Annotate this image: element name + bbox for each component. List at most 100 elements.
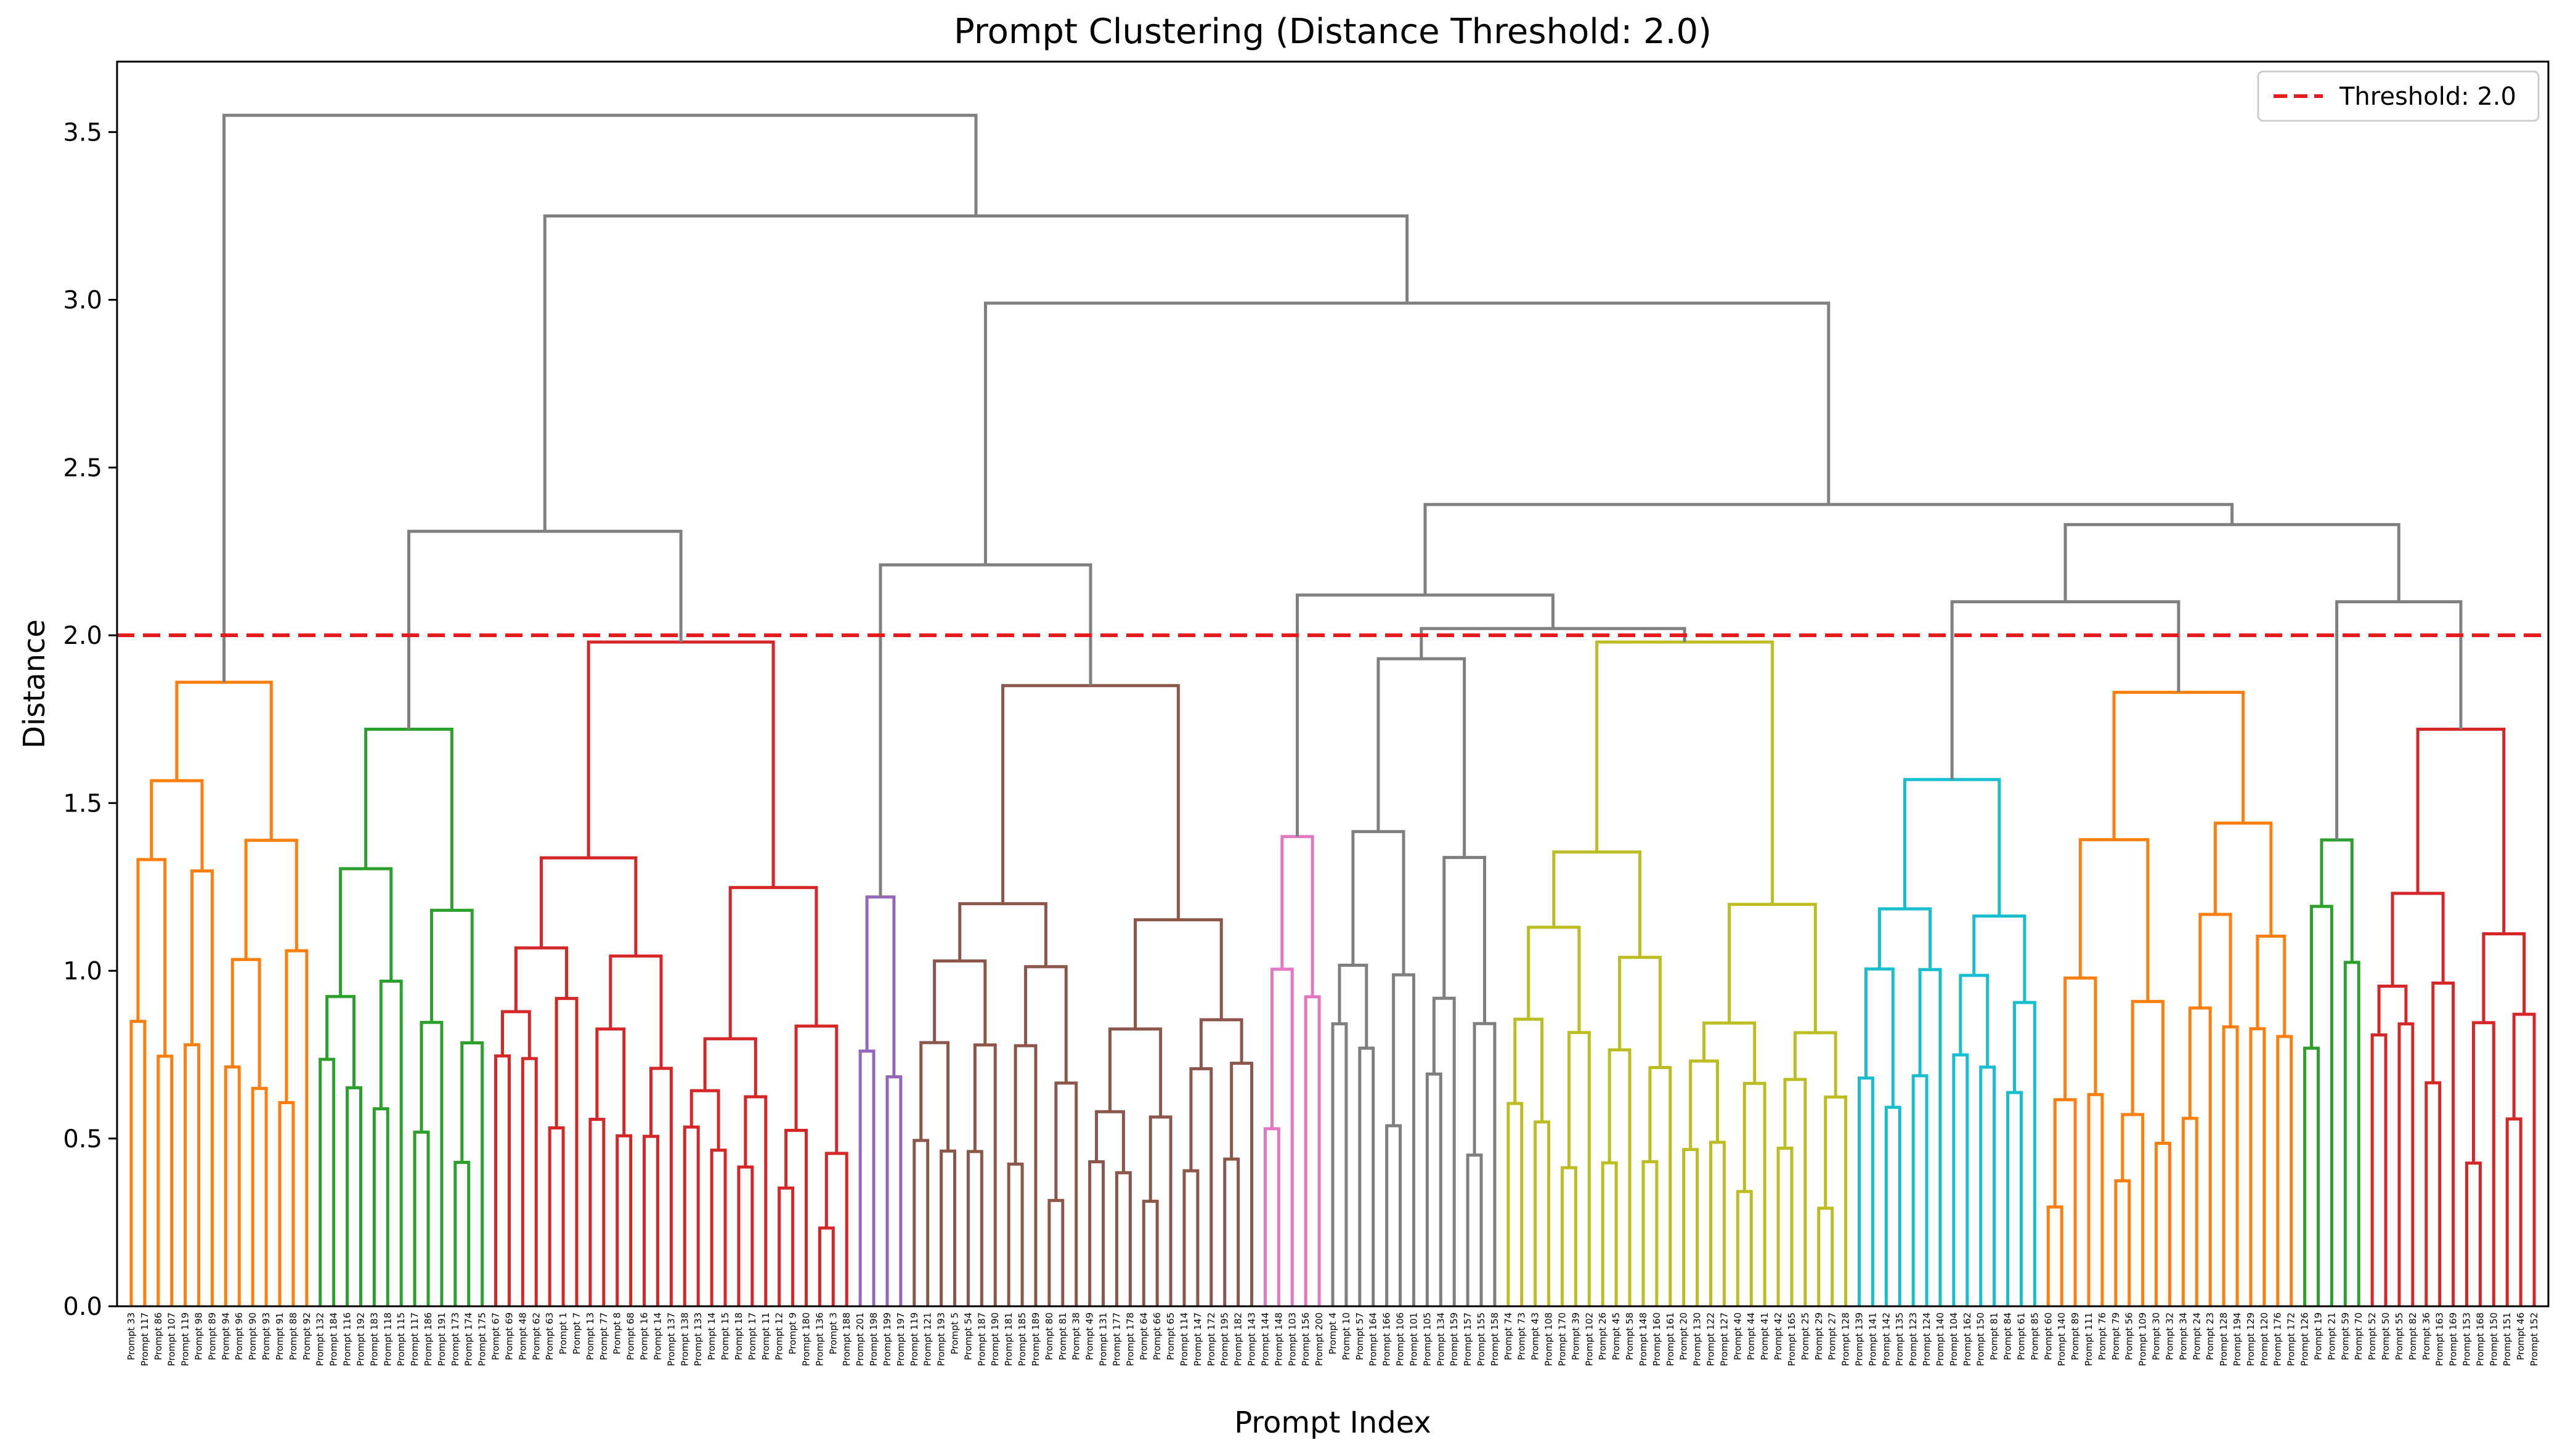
leaf-label: Prompt 153 xyxy=(2461,1312,2472,1366)
dendrogram-link xyxy=(2222,1025,2239,1306)
dendrogram-link xyxy=(1709,1141,1726,1306)
dendrogram-link xyxy=(1824,1095,1848,1306)
dendrogram-link xyxy=(1054,1081,1078,1306)
dendrogram-link xyxy=(1702,1021,1757,1084)
dendrogram-link xyxy=(1385,1124,1402,1306)
leaf-label: Prompt 189 xyxy=(1030,1312,1041,1366)
y-tick-label: 2.0 xyxy=(63,622,102,650)
leaf-label: Prompt 120 xyxy=(2259,1312,2270,1366)
leaf-label: Prompt 21 xyxy=(2326,1312,2337,1360)
leaf-label: Prompt 103 xyxy=(1287,1312,1298,1366)
leaf-label: Prompt 162 xyxy=(1962,1312,1973,1366)
leaf-label: Prompt 14 xyxy=(652,1312,663,1360)
leaf-label: Prompt 132 xyxy=(315,1312,326,1366)
leaf-label: Prompt 81 xyxy=(1989,1312,2000,1360)
leaf-label: Prompt 46 xyxy=(2515,1312,2526,1360)
leaf-label: Prompt 168 xyxy=(2474,1312,2486,1366)
dendrogram-link xyxy=(1608,1048,1632,1306)
y-tick-label: 3.0 xyxy=(63,287,102,315)
leaf-label: Prompt 91 xyxy=(274,1312,285,1360)
leaf-label: Prompt 108 xyxy=(1543,1312,1555,1366)
leaf-label: Prompt 115 xyxy=(396,1312,407,1366)
dendrogram-link xyxy=(2335,600,2463,840)
leaf-label: Prompt 55 xyxy=(2394,1312,2405,1360)
leaf-label: Prompt 128 xyxy=(1840,1312,1852,1366)
leaf-label: Prompt 126 xyxy=(2299,1312,2311,1366)
leaf-label: Prompt 117 xyxy=(409,1312,420,1366)
leaf-label: Prompt 159 xyxy=(1449,1312,1460,1366)
leaf-label: Prompt 138 xyxy=(679,1312,690,1366)
leaf-label: Prompt 12 xyxy=(774,1312,785,1360)
leaf-label: Prompt 74 xyxy=(1503,1312,1514,1360)
y-tick-label: 0.5 xyxy=(63,1125,102,1153)
dendrogram-link xyxy=(643,1134,659,1306)
leaf-label: Prompt 3 xyxy=(827,1312,839,1354)
dendrogram-link xyxy=(1108,1027,1163,1117)
leaf-label: Prompt 174 xyxy=(463,1312,474,1366)
leaf-label: Prompt 121 xyxy=(922,1312,933,1366)
dendrogram-link xyxy=(429,908,474,1043)
leaf-label: Prompt 10 xyxy=(1341,1312,1352,1360)
leaf-label: Prompt 128 xyxy=(2218,1312,2229,1366)
dendrogram-link xyxy=(420,1020,444,1306)
leaf-label: Prompt 157 xyxy=(1462,1312,1473,1366)
leaf-label: Prompt 129 xyxy=(2245,1312,2256,1366)
leaf-label: Prompt 16 xyxy=(639,1312,650,1360)
y-tick-label: 1.5 xyxy=(63,789,102,818)
leaf-label: Prompt 161 xyxy=(1665,1312,1676,1366)
leaf-label: Prompt 111 xyxy=(2083,1312,2094,1366)
dendrogram-link xyxy=(1280,835,1314,997)
leaf-label: Prompt 23 xyxy=(2205,1312,2216,1360)
y-tick-label: 1.0 xyxy=(63,958,102,986)
leaf-label: Prompt 15 xyxy=(720,1312,731,1360)
leaf-label: Prompt 119 xyxy=(180,1312,191,1366)
leaf-label: Prompt 185 xyxy=(1017,1312,1028,1366)
leaf-label: Prompt 156 xyxy=(1300,1312,1311,1366)
leaf-label: Prompt 25 xyxy=(1800,1312,1811,1360)
leaf-label: Prompt 144 xyxy=(1259,1312,1270,1366)
leaf-label: Prompt 182 xyxy=(1233,1312,1244,1366)
leaf-label: Prompt 186 xyxy=(423,1312,434,1366)
dendrogram-link xyxy=(413,1130,430,1306)
dendrogram-link xyxy=(1689,1059,1719,1150)
leaf-label: Prompt 101 xyxy=(1408,1312,1419,1366)
dendrogram-link xyxy=(1641,1160,1659,1306)
dendrogram-link xyxy=(319,1057,336,1306)
leaf-label: Prompt 150 xyxy=(2488,1312,2499,1366)
leaf-label: Prompt 106 xyxy=(1395,1312,1406,1366)
leaf-label: Prompt 199 xyxy=(882,1312,893,1366)
dendrogram-link xyxy=(1682,1148,1699,1306)
dendrogram-link xyxy=(1230,1062,1254,1306)
leaf-label: Prompt 188 xyxy=(841,1312,852,1366)
leaf-label: Prompt 29 xyxy=(1813,1312,1824,1360)
dendrogram-link xyxy=(339,867,393,997)
dendrogram-link xyxy=(818,1226,835,1306)
dendrogram-link xyxy=(372,1107,389,1306)
leaf-label: Prompt 18 xyxy=(733,1312,744,1360)
leaf-label: Prompt 30 xyxy=(2151,1312,2162,1360)
leaf-label: Prompt 9 xyxy=(787,1312,799,1354)
leaf-label: Prompt 180 xyxy=(800,1312,811,1366)
x-axis-leaf-labels: Prompt 33 Prompt 117 Prompt 86 Prompt 107 Pr… xyxy=(126,1312,2540,1366)
leaf-label: Prompt 43 xyxy=(1530,1312,1541,1360)
leaf-label: Prompt 148 xyxy=(1638,1312,1649,1366)
leaf-label: Prompt 164 xyxy=(1368,1312,1379,1366)
leaf-label: Prompt 92 xyxy=(301,1312,312,1360)
dendrogram-link xyxy=(1007,1162,1024,1306)
chart-title: Prompt Clustering (Distance Threshold: 2… xyxy=(954,12,1712,52)
leaf-label: Prompt 117 xyxy=(139,1312,150,1366)
leaf-label: Prompt 54 xyxy=(962,1312,974,1360)
dendrogram-link xyxy=(2370,1033,2388,1306)
dendrogram-link xyxy=(1972,914,2026,1003)
legend-box xyxy=(2257,70,2540,122)
plot-frame xyxy=(116,60,2550,1308)
y-tick-label: 0.0 xyxy=(63,1293,102,1321)
leaf-label: Prompt 65 xyxy=(1165,1312,1176,1360)
y-tick-label: 3.5 xyxy=(63,118,102,147)
leaf-label: Prompt 14 xyxy=(706,1312,717,1360)
leaf-label: Prompt 197 xyxy=(895,1312,906,1366)
leaf-label: Prompt 127 xyxy=(1718,1312,1730,1366)
leaf-label: Prompt 150 xyxy=(1975,1312,1986,1366)
leaf-label: Prompt 131 xyxy=(1098,1312,1109,1366)
